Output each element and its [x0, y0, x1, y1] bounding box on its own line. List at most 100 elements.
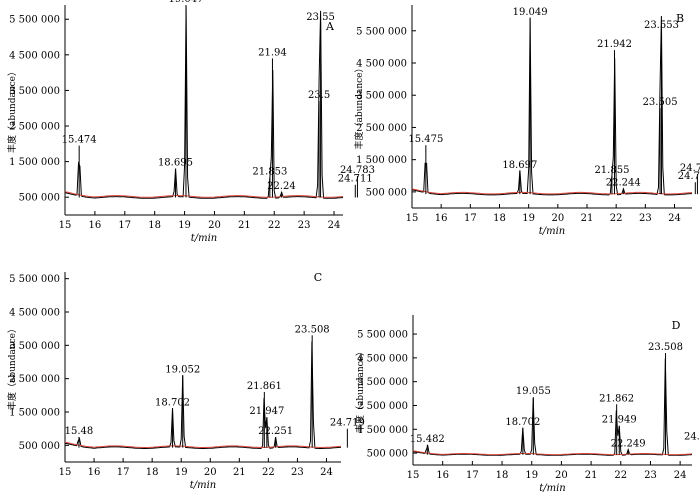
peak-label: 24.719: [330, 418, 365, 429]
chromatogram-trace: [412, 358, 693, 456]
x-tick-label: 21: [238, 220, 251, 231]
peak-label: 24.713: [678, 171, 700, 182]
x-tick-label: 20: [551, 213, 564, 224]
x-tick-label: 20: [204, 467, 217, 478]
peak-label: 15.474: [62, 135, 97, 146]
peak-label: 24.786: [680, 163, 700, 174]
x-tick-label: 17: [466, 470, 479, 481]
panel-a: 15 16 17 18 19 20 21 22 23 24 500 000 1 500 000 2 50…: [6, 0, 375, 244]
y-tick-label: 4 500 000: [357, 353, 408, 364]
x-axis-label: t/min: [539, 483, 566, 494]
x-tick-label: 19: [175, 467, 188, 478]
x-axis-label: t/min: [191, 233, 218, 244]
y-tick-label: 4 500 000: [9, 308, 60, 319]
x-tick-label: 19: [525, 470, 538, 481]
y-tick-label: 5 500 000: [356, 26, 407, 37]
y-tick-label: 1 500 000: [357, 425, 408, 436]
y-tick-label: 500 000: [366, 187, 407, 198]
y-tick-label: 5 500 000: [9, 274, 60, 285]
x-tick-label: 22: [262, 467, 275, 478]
chromatogram-trace: [64, 341, 342, 450]
y-tick-label: 2 500 000: [9, 374, 60, 385]
panel-b: 15 16 17 18 19 20 21 22 23 24 500 000 1 500 000 2 50…: [353, 5, 700, 237]
y-tick-label: 5 500 000: [9, 15, 60, 26]
peak-label: 22.249: [611, 439, 646, 450]
peak-label: 24.783: [340, 165, 375, 176]
peak-label: 21.949: [602, 415, 637, 426]
y-axis-label: 丰度（abundance）: [6, 324, 18, 410]
panel-d: 15 16 17 18 19 20 21 22 23 24 500 000 1 500 000 2 50…: [354, 315, 700, 494]
peak-label: 23.505: [643, 97, 678, 108]
panel-label: C: [314, 271, 322, 284]
peak-label: 24.719: [684, 431, 700, 442]
x-tick-label: 15: [59, 220, 72, 231]
x-tick-label: 21: [585, 470, 598, 481]
peak-label: 21.94: [258, 47, 287, 58]
peak-label: 18.702: [155, 398, 190, 409]
peak-label: 21.947: [249, 406, 284, 417]
x-tick-label: 20: [555, 470, 568, 481]
y-tick-label: 3 500 000: [9, 86, 60, 97]
x-tick-label: 19: [178, 220, 191, 231]
x-tick-label: 16: [435, 213, 448, 224]
y-tick-label: 3 500 000: [356, 91, 407, 102]
integration-baseline: [411, 188, 693, 195]
x-tick-label: 23: [639, 213, 652, 224]
panel-label: A: [325, 20, 335, 33]
peak-label: 18.697: [502, 160, 537, 171]
x-tick-label: 17: [118, 220, 131, 231]
peak-label: 15.48: [65, 426, 94, 437]
peak-label: 21.853: [252, 167, 287, 178]
x-tick-label: 16: [436, 470, 449, 481]
y-tick-label: 500 000: [19, 193, 60, 204]
x-axis-label: t/min: [539, 226, 566, 237]
x-tick-label: 22: [610, 213, 623, 224]
peak-label: 21.862: [599, 393, 634, 404]
peak-label: 15.482: [410, 434, 445, 445]
peak-label: 23.553: [644, 20, 679, 31]
y-tick-label: 500 000: [19, 441, 60, 452]
y-tick-label: 4 500 000: [356, 59, 407, 70]
y-tick-label: 500 000: [367, 449, 408, 460]
peak-label: 21.942: [597, 39, 632, 50]
peak-label: 19.052: [165, 364, 200, 375]
y-tick-label: 2 500 000: [357, 401, 408, 412]
x-tick-label: 20: [208, 220, 221, 231]
x-tick-label: 17: [464, 213, 477, 224]
x-tick-label: 18: [146, 467, 159, 478]
y-tick-label: 2 500 000: [356, 123, 407, 134]
peak-label: 19.049: [513, 7, 548, 18]
x-tick-label: 21: [581, 213, 594, 224]
chromatogram-trace: [411, 15, 692, 196]
x-tick-label: 24: [320, 467, 333, 478]
peak-label: 19.047: [168, 0, 203, 5]
x-tick-label: 15: [406, 213, 419, 224]
x-tick-label: 21: [233, 467, 246, 478]
peak-label: 23.55: [306, 12, 335, 23]
peak-label: 18.702: [505, 417, 540, 428]
panel-label: D: [672, 319, 681, 332]
chromatogram-trace: [64, 5, 344, 199]
peak-label: 23.5: [308, 90, 330, 101]
y-axis-label: 丰度（abundance）: [6, 67, 18, 153]
x-tick-label: 23: [298, 220, 311, 231]
x-tick-label: 15: [59, 467, 72, 478]
y-tick-label: 2 500 000: [9, 122, 60, 133]
x-tick-label: 23: [644, 470, 657, 481]
y-axis-label: 丰度（abundance）: [353, 63, 365, 149]
x-tick-label: 18: [496, 470, 509, 481]
peak-label: 19.055: [516, 386, 551, 397]
y-axis-label: 丰度（abundance）: [354, 347, 366, 433]
panel-label: B: [676, 12, 684, 25]
x-tick-label: 19: [522, 213, 535, 224]
peak-label: 23.508: [648, 342, 683, 353]
x-axis-label: t/min: [190, 480, 217, 491]
panel-c: 15 16 17 18 19 20 21 22 23 24 500 000 1 500 000 2 50…: [6, 271, 365, 491]
x-tick-label: 23: [291, 467, 304, 478]
x-tick-label: 22: [614, 470, 627, 481]
peak-label: 18.695: [158, 158, 193, 169]
x-tick-label: 16: [88, 467, 101, 478]
x-tick-label: 15: [407, 470, 420, 481]
x-tick-label: 24: [328, 220, 341, 231]
